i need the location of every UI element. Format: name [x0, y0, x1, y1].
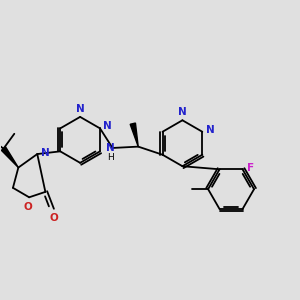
Text: N: N	[76, 104, 85, 114]
Text: F: F	[247, 163, 254, 173]
Text: N: N	[103, 121, 112, 131]
Text: N: N	[106, 143, 115, 153]
Text: N: N	[178, 107, 187, 117]
Text: O: O	[49, 214, 58, 224]
Text: H: H	[107, 153, 114, 162]
Text: O: O	[23, 202, 32, 212]
Text: N: N	[206, 124, 214, 135]
Polygon shape	[130, 123, 138, 147]
Text: N: N	[41, 148, 50, 158]
Polygon shape	[2, 147, 18, 168]
